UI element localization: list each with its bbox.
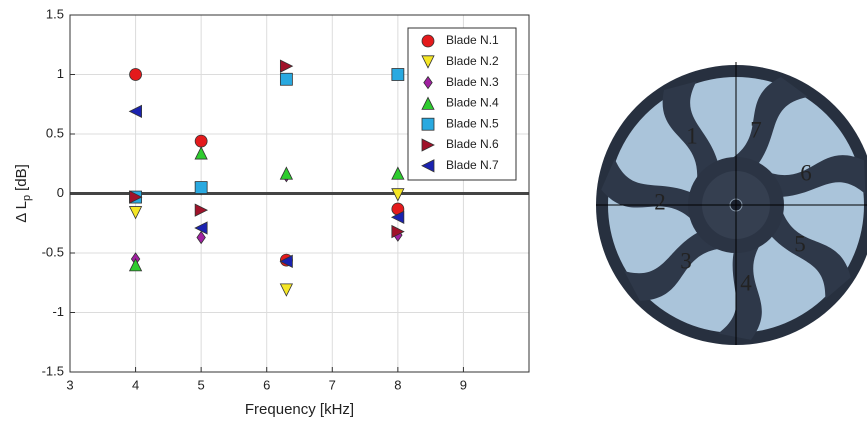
x-tick-label: 8 [394, 377, 401, 392]
blade-number: 4 [740, 270, 752, 295]
legend-label: Blade N.2 [446, 54, 499, 68]
marker [391, 166, 405, 180]
x-tick-label: 5 [198, 377, 205, 392]
marker [421, 34, 435, 48]
blade-number: 1 [686, 123, 698, 148]
blade [765, 155, 866, 197]
marker [128, 104, 142, 119]
blade [601, 158, 695, 223]
marker [279, 283, 294, 297]
marker [128, 206, 143, 220]
marker [194, 134, 208, 148]
marker [421, 159, 435, 173]
x-tick-label: 3 [66, 377, 73, 392]
y-tick-label: 0.5 [46, 125, 64, 140]
blade [717, 241, 763, 340]
y-tick-label: 1 [57, 66, 64, 81]
blade-number: 3 [680, 248, 692, 273]
blade [662, 81, 719, 184]
marker [194, 146, 208, 160]
y-tick-label: 0 [57, 185, 64, 200]
marker [421, 138, 435, 152]
y-axis-label: Δ Lp [dB] [13, 164, 33, 223]
legend-label: Blade N.5 [446, 116, 499, 130]
marker [421, 55, 435, 69]
x-tick-label: 6 [263, 377, 270, 392]
y-tick-label: 1.5 [46, 6, 64, 21]
legend-label: Blade N.4 [446, 96, 499, 110]
blade-number: 6 [800, 160, 812, 185]
blade [768, 206, 851, 300]
marker [421, 117, 435, 131]
marker [390, 210, 405, 224]
fan-photo [596, 62, 867, 345]
blade-number: 2 [654, 189, 666, 214]
y-tick-label: -0.5 [42, 244, 64, 259]
marker [196, 230, 206, 245]
blades [601, 77, 866, 340]
marker [279, 254, 293, 268]
y-tick-label: -1.5 [42, 363, 64, 378]
marker [391, 188, 405, 202]
marker [279, 72, 293, 86]
marker [129, 68, 142, 81]
marker [391, 68, 405, 81]
x-axis-label: Frequency [kHz] [245, 401, 354, 418]
marker [421, 96, 435, 110]
legend-label: Blade N.1 [446, 33, 499, 47]
blade-number: 5 [794, 231, 806, 256]
x-tick-label: 9 [460, 377, 467, 392]
marker [129, 190, 143, 204]
x-tick-label: 4 [132, 377, 139, 392]
y-label-sub: p [21, 195, 33, 201]
y-label-unit: [dB] [13, 164, 30, 191]
y-label-main: Δ L [13, 201, 30, 223]
marker [279, 166, 294, 180]
marker [423, 75, 433, 90]
legend-label: Blade N.3 [446, 75, 499, 89]
x-tick-label: 7 [329, 377, 336, 392]
legend-label: Blade N.6 [446, 137, 499, 151]
legend-label: Blade N.7 [446, 158, 499, 172]
marker [391, 224, 405, 239]
blade [624, 230, 725, 301]
plot-frame [69, 14, 530, 373]
blade [728, 77, 808, 167]
marker [279, 59, 294, 73]
y-tick-label: -1 [52, 304, 64, 319]
marker [128, 258, 143, 272]
blade-number: 7 [750, 117, 762, 142]
marker [194, 203, 209, 217]
marker [194, 221, 208, 235]
marker [194, 181, 208, 194]
